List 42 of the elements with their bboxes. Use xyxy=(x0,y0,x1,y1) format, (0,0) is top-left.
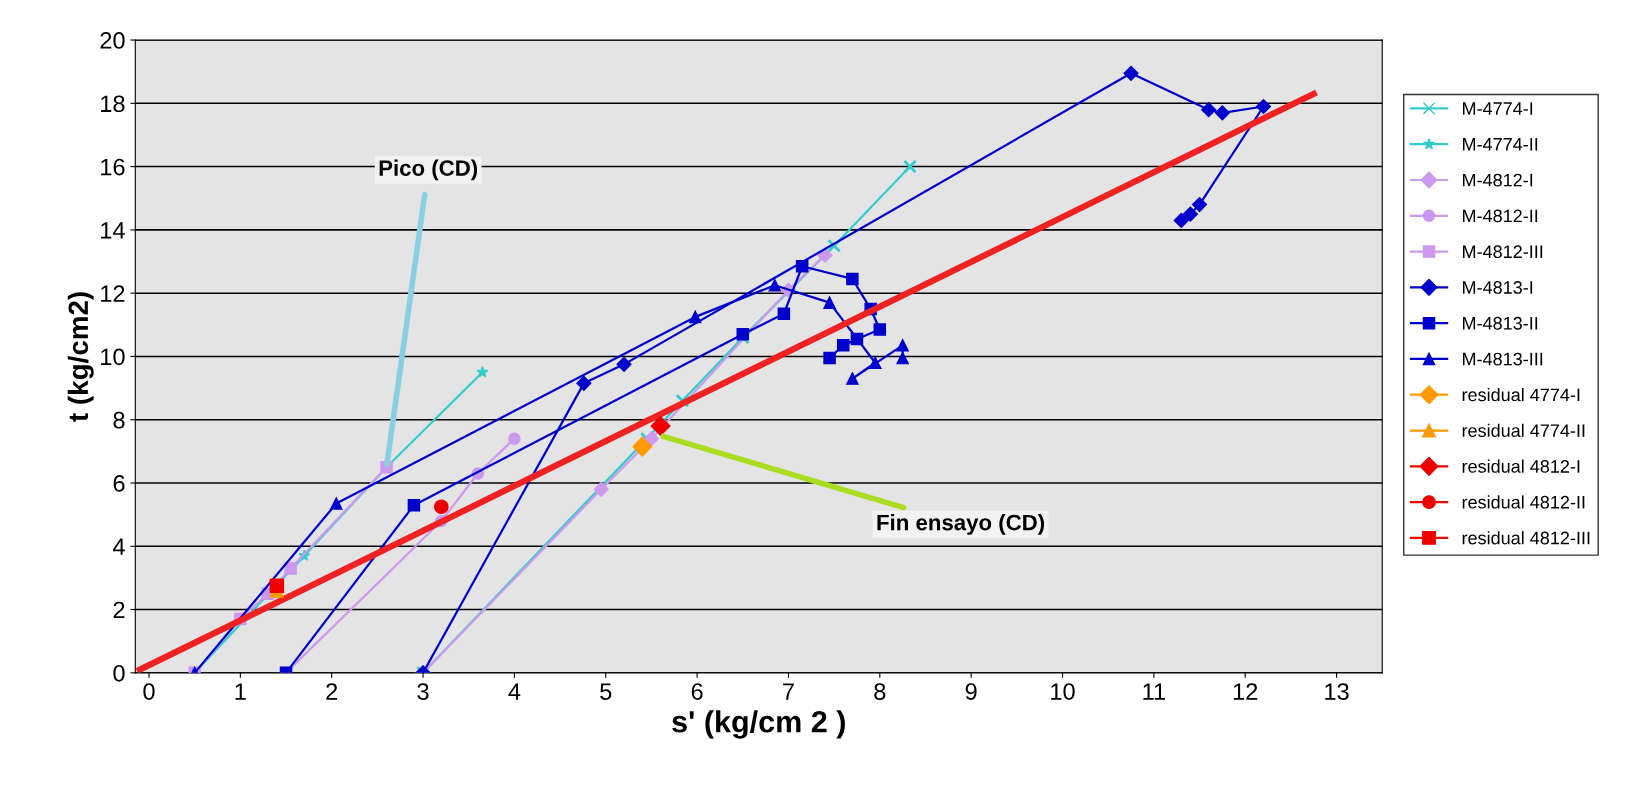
legend-label: residual 4812-III xyxy=(1462,531,1590,545)
legend-label: residual 4812-II xyxy=(1462,495,1585,509)
x-tick-label: 9 xyxy=(965,683,977,700)
x-tick-label: 13 xyxy=(1325,683,1349,700)
x-tick-label: 0 xyxy=(143,683,155,700)
annotation: Pico (CD) xyxy=(379,159,478,181)
annotation: Fin ensayo (CD) xyxy=(877,514,1045,535)
x-tick-label: 1 xyxy=(235,683,246,700)
y-tick-label: 2 xyxy=(113,601,125,619)
y-tick-label: 6 xyxy=(113,475,125,492)
y-tick-label: 4 xyxy=(112,538,125,555)
y-tick-label: 18 xyxy=(101,95,125,113)
legend-label: M-4774-II xyxy=(1463,138,1538,151)
legend-label: M-4812-I xyxy=(1463,173,1533,187)
x-tick-label: 12 xyxy=(1233,683,1258,700)
x-tick-label: 2 xyxy=(326,683,338,700)
legend-label: M-4774-I xyxy=(1463,102,1533,115)
x-tick-label: 10 xyxy=(1051,683,1075,700)
x-tick-label: 8 xyxy=(874,683,886,700)
y-tick-label: 0 xyxy=(113,664,125,682)
legend-label: M-4812-II xyxy=(1463,209,1538,223)
x-tick-label: 3 xyxy=(417,683,429,700)
x-tick-label: 6 xyxy=(691,683,703,700)
y-tick-label: 8 xyxy=(113,411,125,429)
legend-label: residual 4774-I xyxy=(1462,387,1580,402)
x-tick-label: 11 xyxy=(1143,683,1165,700)
legend-label: residual 4812-I xyxy=(1462,459,1580,473)
legend-label: M-4813-III xyxy=(1463,352,1543,366)
legend-label: M-4813-II xyxy=(1463,316,1538,330)
y-axis-title: t (kg/cm2) xyxy=(67,292,94,422)
legend-label: M-4812-III xyxy=(1463,245,1543,259)
x-tick-label: 4 xyxy=(508,683,521,700)
y-tick-label: 20 xyxy=(100,32,125,49)
y-tick-label: 14 xyxy=(101,222,125,239)
x-axis-title: s' (kg/cm 2 ) xyxy=(672,710,845,739)
y-tick-label: 12 xyxy=(101,285,125,302)
x-tick-label: 5 xyxy=(600,683,612,700)
y-tick-label: 10 xyxy=(101,348,125,366)
y-tick-label: 16 xyxy=(101,158,125,176)
legend-label: M-4813-I xyxy=(1463,281,1533,294)
legend-label: residual 4774-II xyxy=(1462,423,1585,438)
x-tick-label: 7 xyxy=(783,683,794,700)
